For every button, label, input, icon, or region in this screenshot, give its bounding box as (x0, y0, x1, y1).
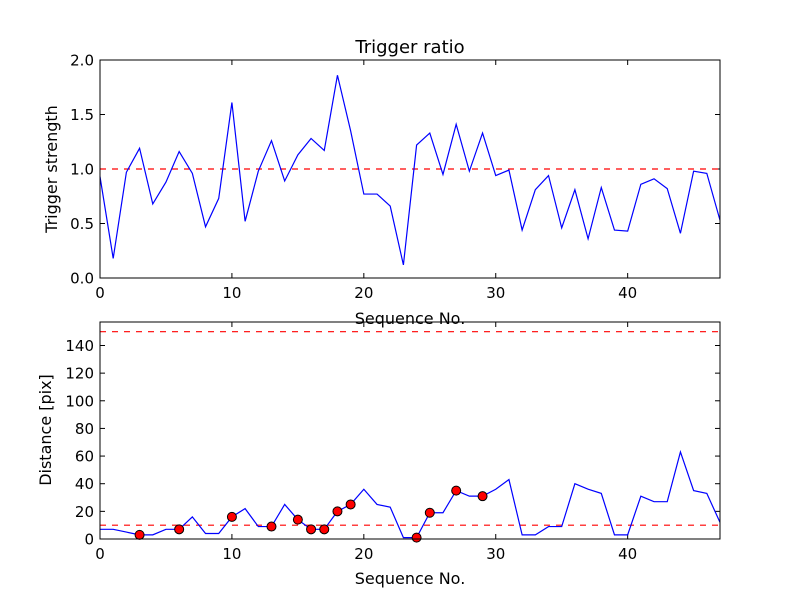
y-tick-label: 0.0 (70, 270, 94, 288)
x-tick-label: 0 (95, 545, 105, 563)
series-line (100, 449, 721, 539)
x-tick-label: 0 (95, 284, 105, 302)
y-axis-label: Trigger strength (42, 105, 61, 234)
tick-marks (99, 322, 720, 540)
y-tick-label: 1.5 (70, 106, 94, 124)
x-tick-label: 20 (354, 545, 373, 563)
plot-frame (99, 59, 721, 279)
trigger-point (292, 514, 303, 525)
trigger-point (345, 499, 356, 510)
x-axis-label: Sequence No. (355, 309, 466, 328)
trigger-point (306, 524, 317, 535)
trigger-point (134, 529, 145, 540)
tick-marks (99, 59, 720, 279)
y-tick-label: 20 (75, 503, 94, 521)
y-tick-label: 0 (84, 531, 94, 549)
x-tick-label: 10 (222, 284, 241, 302)
trigger-point (266, 521, 277, 532)
y-tick-label: 0.5 (70, 215, 94, 233)
x-tick-labels: 0 10 20 30 40 (95, 284, 637, 302)
x-tick-label: 10 (222, 545, 241, 563)
series-line (99, 75, 721, 266)
y-axis-label: Distance [pix] (36, 374, 55, 486)
y-tick-label: 60 (75, 448, 94, 466)
y-tick-label: 40 (75, 475, 94, 493)
trigger-point (451, 485, 462, 496)
trigger-point (477, 491, 488, 502)
y-tick-label: 80 (75, 420, 94, 438)
x-tick-labels: 0 10 20 30 40 (95, 545, 637, 563)
x-tick-label: 30 (486, 284, 505, 302)
y-tick-labels: 0 20 40 60 80 100 120 140 (65, 337, 94, 549)
y-tick-label: 1.0 (70, 161, 94, 179)
trigger-point (174, 524, 185, 535)
x-axis-label: Sequence No. (355, 569, 466, 588)
plot-marks (99, 75, 721, 266)
x-tick-label: 40 (618, 284, 637, 302)
y-tick-label: 120 (65, 365, 94, 383)
x-tick-label: 30 (486, 545, 505, 563)
trigger-point (332, 506, 343, 517)
y-tick-labels: 0.0 0.5 1.0 1.5 2.0 (70, 52, 94, 288)
plot-frame (99, 321, 721, 540)
chart-title: Trigger ratio (354, 37, 464, 58)
trigger-ratio-subplot: Trigger ratio 0.00.51.01.52.0 0 10 20 30 40 … (42, 37, 721, 328)
x-tick-label: 20 (354, 284, 373, 302)
x-tick-label: 40 (618, 545, 637, 563)
trigger-point (226, 511, 237, 522)
y-tick-label: 2.0 (70, 52, 94, 70)
trigger-point (319, 524, 330, 535)
trigger-point (424, 507, 435, 518)
plot-marks (100, 331, 721, 543)
y-tick-label: 140 (65, 337, 94, 355)
y-tick-label: 100 (65, 392, 94, 410)
trigger-point (411, 532, 422, 543)
distance-subplot: 0 20 40 60 80 100 120 140 0 10 20 30 40 Distance [p… (36, 321, 721, 588)
